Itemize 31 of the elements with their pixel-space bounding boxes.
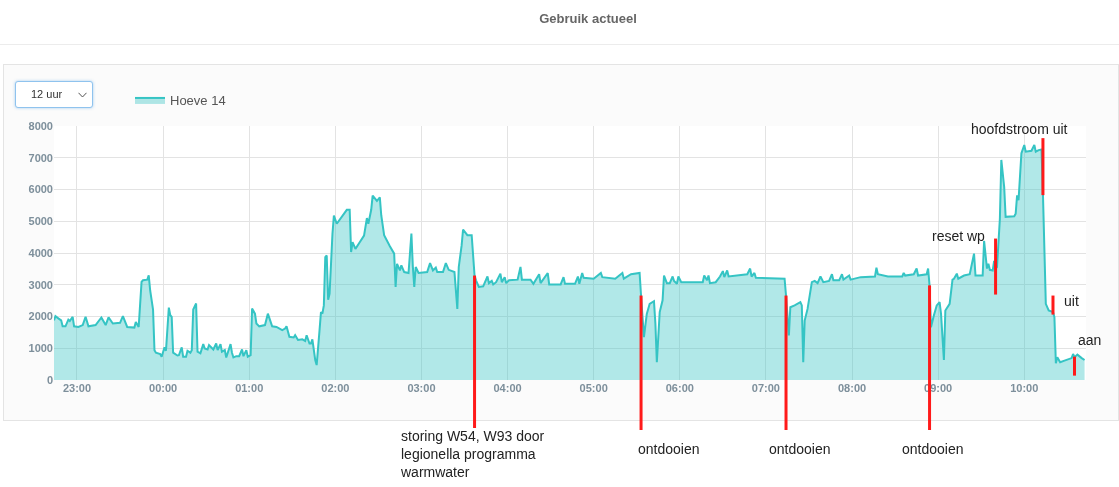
annotation: aan <box>1078 332 1102 348</box>
y-tick-label: 3000 <box>28 278 53 291</box>
y-tick-label: 0 <box>46 373 53 386</box>
x-tick-label: 00:00 <box>149 382 178 394</box>
y-tick-label: 6000 <box>28 183 53 196</box>
x-tick-label: 10:00 <box>1010 382 1039 394</box>
x-tick-label: 03:00 <box>407 382 436 394</box>
x-tick-label: 08:00 <box>837 382 867 394</box>
x-tick-label: 04:00 <box>493 382 522 394</box>
dropdown-select: 12 uur <box>15 81 93 108</box>
legend-label: Hoeve 14 <box>170 93 226 109</box>
y-tick-label: 5000 <box>28 215 53 228</box>
x-tick-label: 01:00 <box>235 382 264 394</box>
y-tick-label: 2000 <box>28 310 53 323</box>
annotation: ontdooien <box>638 441 700 457</box>
annotation: uit <box>1064 293 1079 309</box>
x-tick-label: 07:00 <box>751 382 780 394</box>
annotation: hoofdstroom uit <box>971 121 1068 137</box>
annotation: reset wp <box>932 228 986 244</box>
y-tick-label: 1000 <box>28 342 53 355</box>
chart-title: Gebruik actueel <box>539 10 637 26</box>
x-tick-label: 06:00 <box>665 382 694 394</box>
annotation: ontdooien <box>902 441 964 457</box>
x-tick-label: 02:00 <box>321 382 350 394</box>
y-tick-label: 8000 <box>28 119 53 132</box>
x-tick-label: 05:00 <box>579 382 608 394</box>
annotation: storing W54, W93 door legionella programma warmwater <box>400 428 545 481</box>
y-tick-label: 4000 <box>28 246 53 259</box>
annotation: ontdooien <box>769 441 831 457</box>
x-tick-label: 23:00 <box>62 382 92 394</box>
y-tick-label: 7000 <box>28 151 53 164</box>
